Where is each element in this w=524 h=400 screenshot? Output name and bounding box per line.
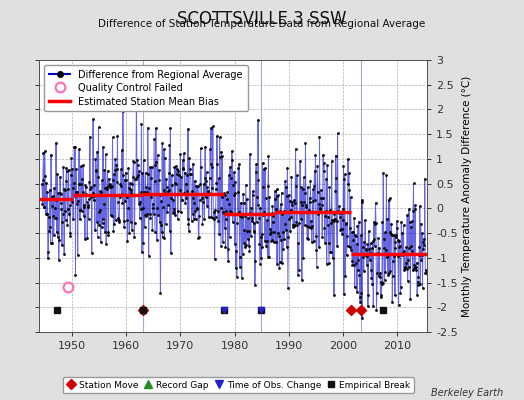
- Text: Berkeley Earth: Berkeley Earth: [431, 388, 503, 398]
- Legend: Difference from Regional Average, Quality Control Failed, Estimated Station Mean: Difference from Regional Average, Qualit…: [44, 65, 247, 111]
- Y-axis label: Monthly Temperature Anomaly Difference (°C): Monthly Temperature Anomaly Difference (…: [462, 75, 472, 317]
- Legend: Station Move, Record Gap, Time of Obs. Change, Empirical Break: Station Move, Record Gap, Time of Obs. C…: [63, 377, 414, 394]
- Text: SCOTTSVILLE 3 SSW: SCOTTSVILLE 3 SSW: [177, 10, 347, 28]
- Text: Difference of Station Temperature Data from Regional Average: Difference of Station Temperature Data f…: [99, 19, 425, 29]
